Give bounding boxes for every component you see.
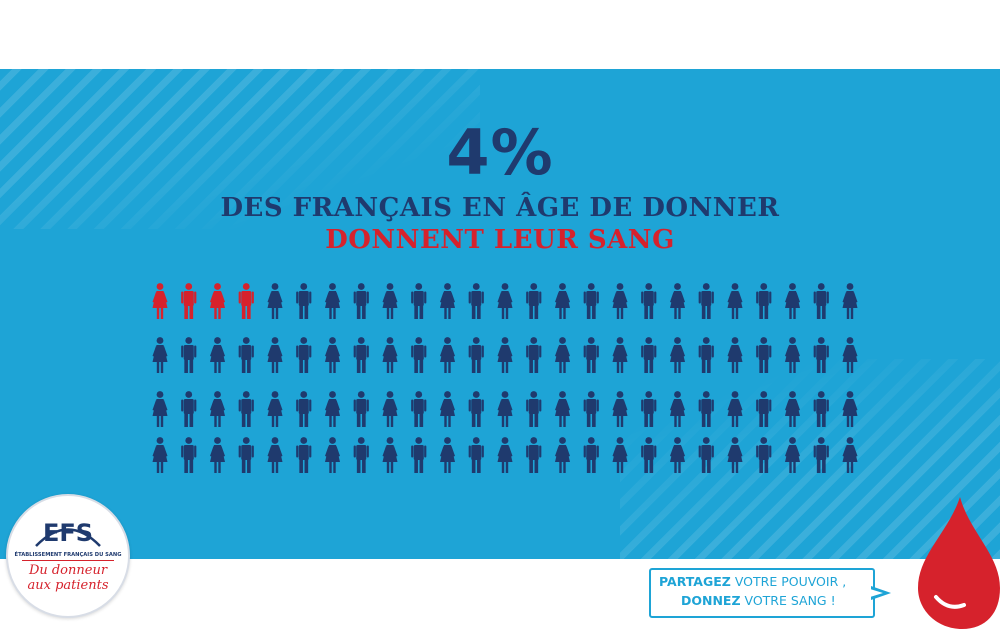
cta-line-1-rest: VOTRE POUVOIR , (730, 574, 847, 589)
call-to-action-bubble: PARTAGEZ VOTRE POUVOIR , DONNEZ VOTRE SA… (649, 568, 875, 618)
logo-tagline-2: aux patients (27, 578, 109, 593)
headline-highlight: DONNENT LEUR SANG (325, 225, 675, 255)
speech-bubble-tail-inner (870, 589, 883, 597)
logo-name: EFS (42, 519, 94, 547)
blood-drop-icon (918, 497, 1000, 629)
cta-line-2: DONNEZ VOTRE SANG ! (681, 593, 836, 608)
decorative-stripes-top-left (0, 69, 480, 229)
cta-line-1: PARTAGEZ VOTRE POUVOIR , (659, 574, 846, 589)
logo-subtitle: ÉTABLISSEMENT FRANÇAIS DU SANG (14, 552, 122, 558)
logo-tagline-1: Du donneur (28, 563, 108, 578)
headline-subtitle: DES FRANÇAIS EN ÂGE DE DONNER (220, 193, 780, 223)
efs-logo: EFS ÉTABLISSEMENT FRANÇAIS DU SANG Du do… (6, 494, 130, 618)
logo-divider (22, 560, 114, 561)
cta-line-2-rest: VOTRE SANG ! (740, 593, 836, 608)
cta-line-2-strong: DONNEZ (681, 593, 741, 608)
headline-percent: 4% (446, 116, 554, 189)
cta-line-1-strong: PARTAGEZ (659, 574, 731, 589)
hero-banner (0, 69, 1000, 559)
logo-arc-icon (35, 528, 101, 547)
